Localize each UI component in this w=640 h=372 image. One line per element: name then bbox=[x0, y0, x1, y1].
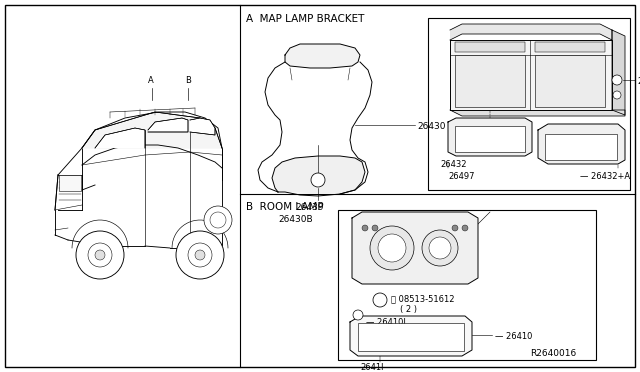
Text: A  MAP LAMP BRACKET: A MAP LAMP BRACKET bbox=[246, 14, 364, 24]
Circle shape bbox=[311, 173, 325, 187]
Circle shape bbox=[452, 225, 458, 231]
Polygon shape bbox=[450, 24, 612, 40]
Text: ( 2 ): ( 2 ) bbox=[400, 305, 417, 314]
Bar bbox=[358, 323, 464, 351]
Polygon shape bbox=[450, 40, 612, 110]
Polygon shape bbox=[448, 118, 532, 156]
Circle shape bbox=[95, 250, 105, 260]
Text: — 26410J: — 26410J bbox=[366, 318, 406, 327]
Polygon shape bbox=[148, 118, 188, 132]
Text: 26430B: 26430B bbox=[278, 215, 312, 224]
Text: 26432: 26432 bbox=[440, 160, 467, 169]
Text: 26410J: 26410J bbox=[637, 77, 640, 86]
Polygon shape bbox=[450, 110, 625, 116]
Polygon shape bbox=[612, 30, 625, 115]
Circle shape bbox=[429, 237, 451, 259]
Circle shape bbox=[76, 231, 124, 279]
Bar bbox=[535, 55, 605, 107]
Circle shape bbox=[195, 250, 205, 260]
Circle shape bbox=[370, 226, 414, 270]
Polygon shape bbox=[55, 115, 225, 248]
Bar bbox=[455, 42, 525, 52]
Text: 2641l: 2641l bbox=[360, 363, 383, 372]
Bar bbox=[535, 42, 605, 52]
Circle shape bbox=[210, 212, 226, 228]
Bar bbox=[455, 55, 525, 107]
Bar bbox=[428, 18, 630, 190]
Bar bbox=[59, 175, 81, 191]
Circle shape bbox=[362, 225, 368, 231]
Circle shape bbox=[88, 243, 112, 267]
Polygon shape bbox=[272, 156, 365, 194]
Circle shape bbox=[353, 310, 363, 320]
Circle shape bbox=[462, 225, 468, 231]
Circle shape bbox=[373, 293, 387, 307]
Text: Ⓢ 08513-51612: Ⓢ 08513-51612 bbox=[391, 294, 454, 303]
Bar bbox=[455, 126, 525, 152]
Text: A: A bbox=[148, 76, 154, 85]
Text: B: B bbox=[185, 76, 191, 85]
Text: 26497: 26497 bbox=[448, 172, 474, 181]
Text: B  ROOM LAMP: B ROOM LAMP bbox=[246, 202, 324, 212]
Polygon shape bbox=[95, 128, 145, 148]
Text: — 26432+A: — 26432+A bbox=[580, 172, 630, 181]
Circle shape bbox=[613, 91, 621, 99]
Polygon shape bbox=[285, 44, 360, 68]
Polygon shape bbox=[190, 118, 215, 135]
Text: R2640016: R2640016 bbox=[530, 349, 576, 358]
Text: — 26410: — 26410 bbox=[495, 332, 532, 341]
Text: 26430: 26430 bbox=[417, 122, 445, 131]
Polygon shape bbox=[350, 316, 472, 356]
Circle shape bbox=[378, 234, 406, 262]
Polygon shape bbox=[538, 124, 625, 164]
Polygon shape bbox=[82, 112, 222, 148]
Circle shape bbox=[612, 75, 622, 85]
Circle shape bbox=[422, 230, 458, 266]
Circle shape bbox=[176, 231, 224, 279]
Circle shape bbox=[204, 206, 232, 234]
Bar bbox=[338, 210, 596, 360]
Bar bbox=[545, 134, 617, 160]
Text: 26439: 26439 bbox=[295, 203, 323, 212]
Polygon shape bbox=[352, 212, 478, 284]
Circle shape bbox=[372, 225, 378, 231]
Circle shape bbox=[188, 243, 212, 267]
